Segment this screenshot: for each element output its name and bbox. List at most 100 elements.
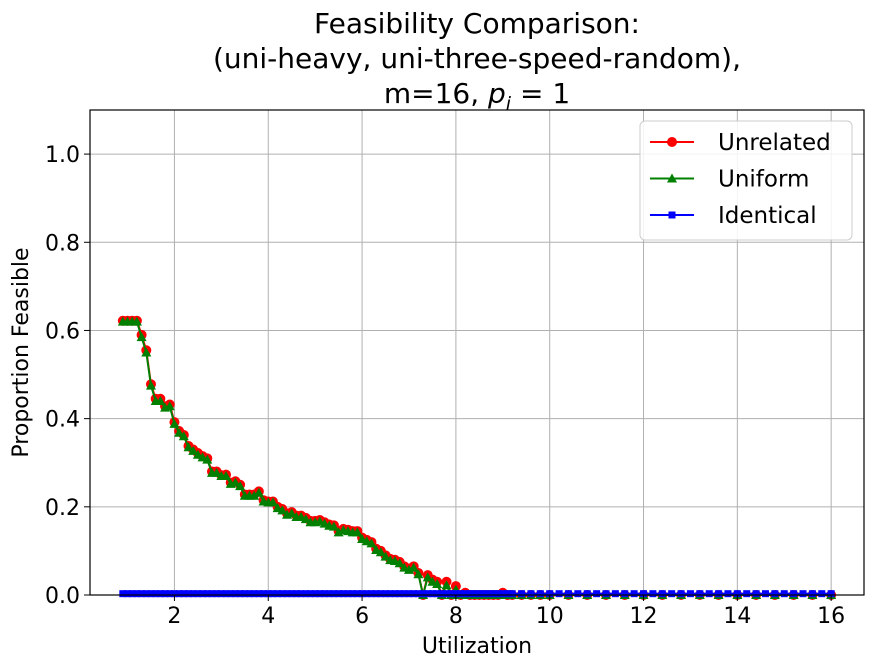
data-point-uniform bbox=[174, 427, 185, 437]
data-point-identical bbox=[278, 590, 286, 598]
data-point-identical bbox=[260, 590, 268, 598]
legend-entry-identical: Identical bbox=[650, 203, 817, 229]
data-point-identical bbox=[161, 590, 169, 598]
data-point-uniform bbox=[230, 477, 241, 487]
data-point-identical bbox=[705, 590, 713, 598]
data-point-identical bbox=[771, 590, 779, 598]
x-tick-label: 8 bbox=[449, 604, 463, 629]
data-point-identical bbox=[199, 590, 207, 598]
data-point-uniform bbox=[413, 569, 424, 579]
data-point-identical bbox=[743, 590, 751, 598]
data-point-uniform bbox=[131, 316, 142, 326]
data-point-identical bbox=[363, 590, 371, 598]
data-point-identical bbox=[668, 590, 676, 598]
data-point-identical bbox=[185, 590, 193, 598]
legend-marker-unrelated bbox=[667, 137, 677, 147]
data-point-identical bbox=[241, 590, 249, 598]
data-point-identical bbox=[344, 590, 352, 598]
data-point-identical bbox=[799, 590, 807, 598]
data-point-identical bbox=[471, 590, 479, 598]
data-point-uniform bbox=[277, 505, 288, 515]
legend-label-identical: Identical bbox=[718, 203, 817, 229]
data-point-identical bbox=[367, 590, 375, 598]
data-point-identical bbox=[424, 590, 432, 598]
data-point-identical bbox=[400, 590, 408, 598]
data-point-identical bbox=[686, 590, 694, 598]
data-point-identical bbox=[503, 590, 511, 598]
data-point-identical bbox=[231, 590, 239, 598]
data-point-identical bbox=[630, 590, 638, 598]
data-point-identical bbox=[236, 590, 244, 598]
data-point-uniform bbox=[422, 572, 433, 582]
legend-label-unrelated: Unrelated bbox=[718, 130, 831, 156]
data-point-identical bbox=[649, 590, 657, 598]
data-point-identical bbox=[330, 590, 338, 598]
data-point-identical bbox=[396, 590, 404, 598]
data-point-identical bbox=[818, 590, 826, 598]
title-line-3: m=16, pi = 1 bbox=[384, 77, 570, 115]
data-point-identical bbox=[302, 590, 310, 598]
chart-title: Feasibility Comparison: (uni-heavy, uni-… bbox=[213, 7, 741, 115]
data-point-identical bbox=[658, 590, 666, 598]
axis-ticks: 2 4 6 8 10 12 14 16 0.0 0.2 0.4 0.6 0.8 1.0 bbox=[45, 143, 845, 629]
data-point-identical bbox=[306, 590, 314, 598]
legend-label-uniform: Uniform bbox=[718, 167, 809, 193]
data-point-uniform bbox=[178, 431, 189, 441]
y-tick-label: 0.8 bbox=[45, 231, 80, 256]
data-point-identical bbox=[213, 590, 221, 598]
data-point-identical bbox=[564, 590, 572, 598]
data-point-identical bbox=[485, 590, 493, 598]
data-point-identical bbox=[443, 590, 451, 598]
data-point-identical bbox=[527, 590, 535, 598]
data-point-identical bbox=[808, 590, 816, 598]
data-point-identical bbox=[475, 590, 483, 598]
data-point-identical bbox=[222, 590, 230, 598]
data-point-identical bbox=[428, 590, 436, 598]
data-point-uniform bbox=[380, 551, 391, 561]
data-point-identical bbox=[203, 590, 211, 598]
data-point-uniform bbox=[211, 467, 222, 477]
y-tick-label: 0.2 bbox=[45, 496, 80, 521]
data-point-identical bbox=[733, 590, 741, 598]
data-point-uniform bbox=[408, 562, 419, 572]
data-point-identical bbox=[536, 590, 544, 598]
y-tick-label: 0.6 bbox=[45, 319, 80, 344]
data-point-identical bbox=[316, 590, 324, 598]
legend-marker-identical bbox=[668, 211, 676, 219]
legend-marker-uniform bbox=[667, 173, 677, 183]
data-point-identical bbox=[438, 590, 446, 598]
legend-entry-unrelated: Unrelated bbox=[650, 130, 831, 156]
data-point-uniform bbox=[155, 396, 166, 405]
data-point-identical bbox=[433, 590, 441, 598]
data-point-identical bbox=[255, 590, 263, 598]
data-point-identical bbox=[180, 590, 188, 598]
data-point-identical bbox=[128, 590, 136, 598]
data-point-identical bbox=[621, 590, 629, 598]
x-axis-label: Utilization bbox=[422, 634, 532, 659]
data-point-identical bbox=[391, 590, 399, 598]
data-point-identical bbox=[311, 590, 319, 598]
data-point-identical bbox=[175, 590, 183, 598]
data-point-uniform bbox=[202, 454, 213, 464]
y-tick-label: 1.0 bbox=[45, 143, 80, 168]
y-tick-label: 0.0 bbox=[45, 584, 80, 609]
x-tick-label: 6 bbox=[355, 604, 369, 629]
title-line-3-suffix: = 1 bbox=[511, 77, 570, 110]
x-tick-label: 12 bbox=[630, 604, 658, 629]
data-point-identical bbox=[208, 590, 216, 598]
data-point-identical bbox=[419, 590, 427, 598]
grid bbox=[90, 110, 864, 596]
data-point-identical bbox=[410, 590, 418, 598]
data-point-identical bbox=[142, 590, 150, 598]
data-point-identical bbox=[790, 590, 798, 598]
data-point-uniform bbox=[141, 347, 152, 357]
data-point-identical bbox=[166, 590, 174, 598]
data-point-identical bbox=[194, 590, 202, 598]
data-point-identical bbox=[133, 590, 141, 598]
data-point-identical bbox=[335, 590, 343, 598]
data-point-uniform bbox=[145, 380, 156, 390]
data-point-identical bbox=[461, 590, 469, 598]
data-point-identical bbox=[297, 590, 305, 598]
data-point-uniform bbox=[136, 332, 147, 342]
data-point-identical bbox=[593, 590, 601, 598]
